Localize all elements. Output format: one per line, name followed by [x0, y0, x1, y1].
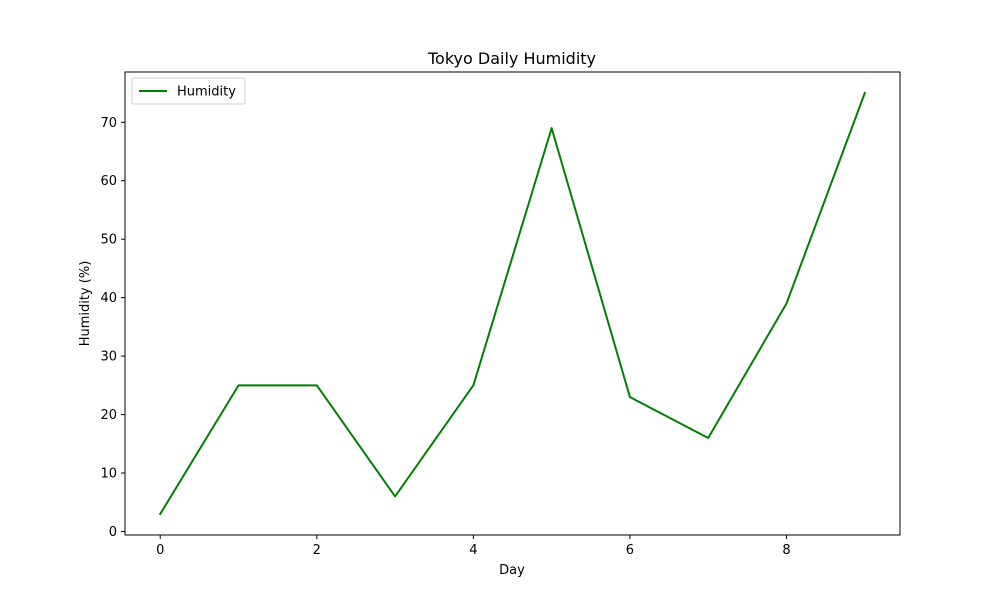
y-tick-label: 0	[109, 525, 117, 540]
y-tick-label: 20	[100, 408, 117, 423]
x-axis-label: Day	[499, 563, 525, 578]
y-tick-label: 70	[100, 116, 117, 131]
y-axis-ticks: 0 10 20 30 40 50 60 70	[100, 116, 125, 540]
legend: Humidity	[131, 77, 246, 105]
y-tick-label: 10	[100, 467, 117, 482]
y-axis-label: Humidity (%)	[78, 261, 93, 347]
y-tick-label: 60	[100, 174, 117, 189]
x-tick-label: 8	[782, 543, 790, 558]
series-lines	[158, 91, 867, 516]
y-tick-label: 30	[100, 350, 117, 365]
x-tick-label: 4	[469, 543, 477, 558]
x-tick-label: 0	[156, 543, 164, 558]
x-axis-ticks: 0 2 4 6 8	[156, 535, 791, 558]
chart-title: Tokyo Daily Humidity	[427, 49, 596, 68]
x-tick-label: 2	[313, 543, 321, 558]
series-line-humidity	[158, 91, 867, 516]
y-tick-label: 40	[100, 291, 117, 306]
plot-area-frame	[124, 71, 901, 536]
x-tick-label: 6	[626, 543, 634, 558]
y-tick-label: 50	[100, 233, 117, 248]
legend-box	[131, 77, 246, 105]
legend-label-humidity: Humidity	[177, 85, 236, 100]
